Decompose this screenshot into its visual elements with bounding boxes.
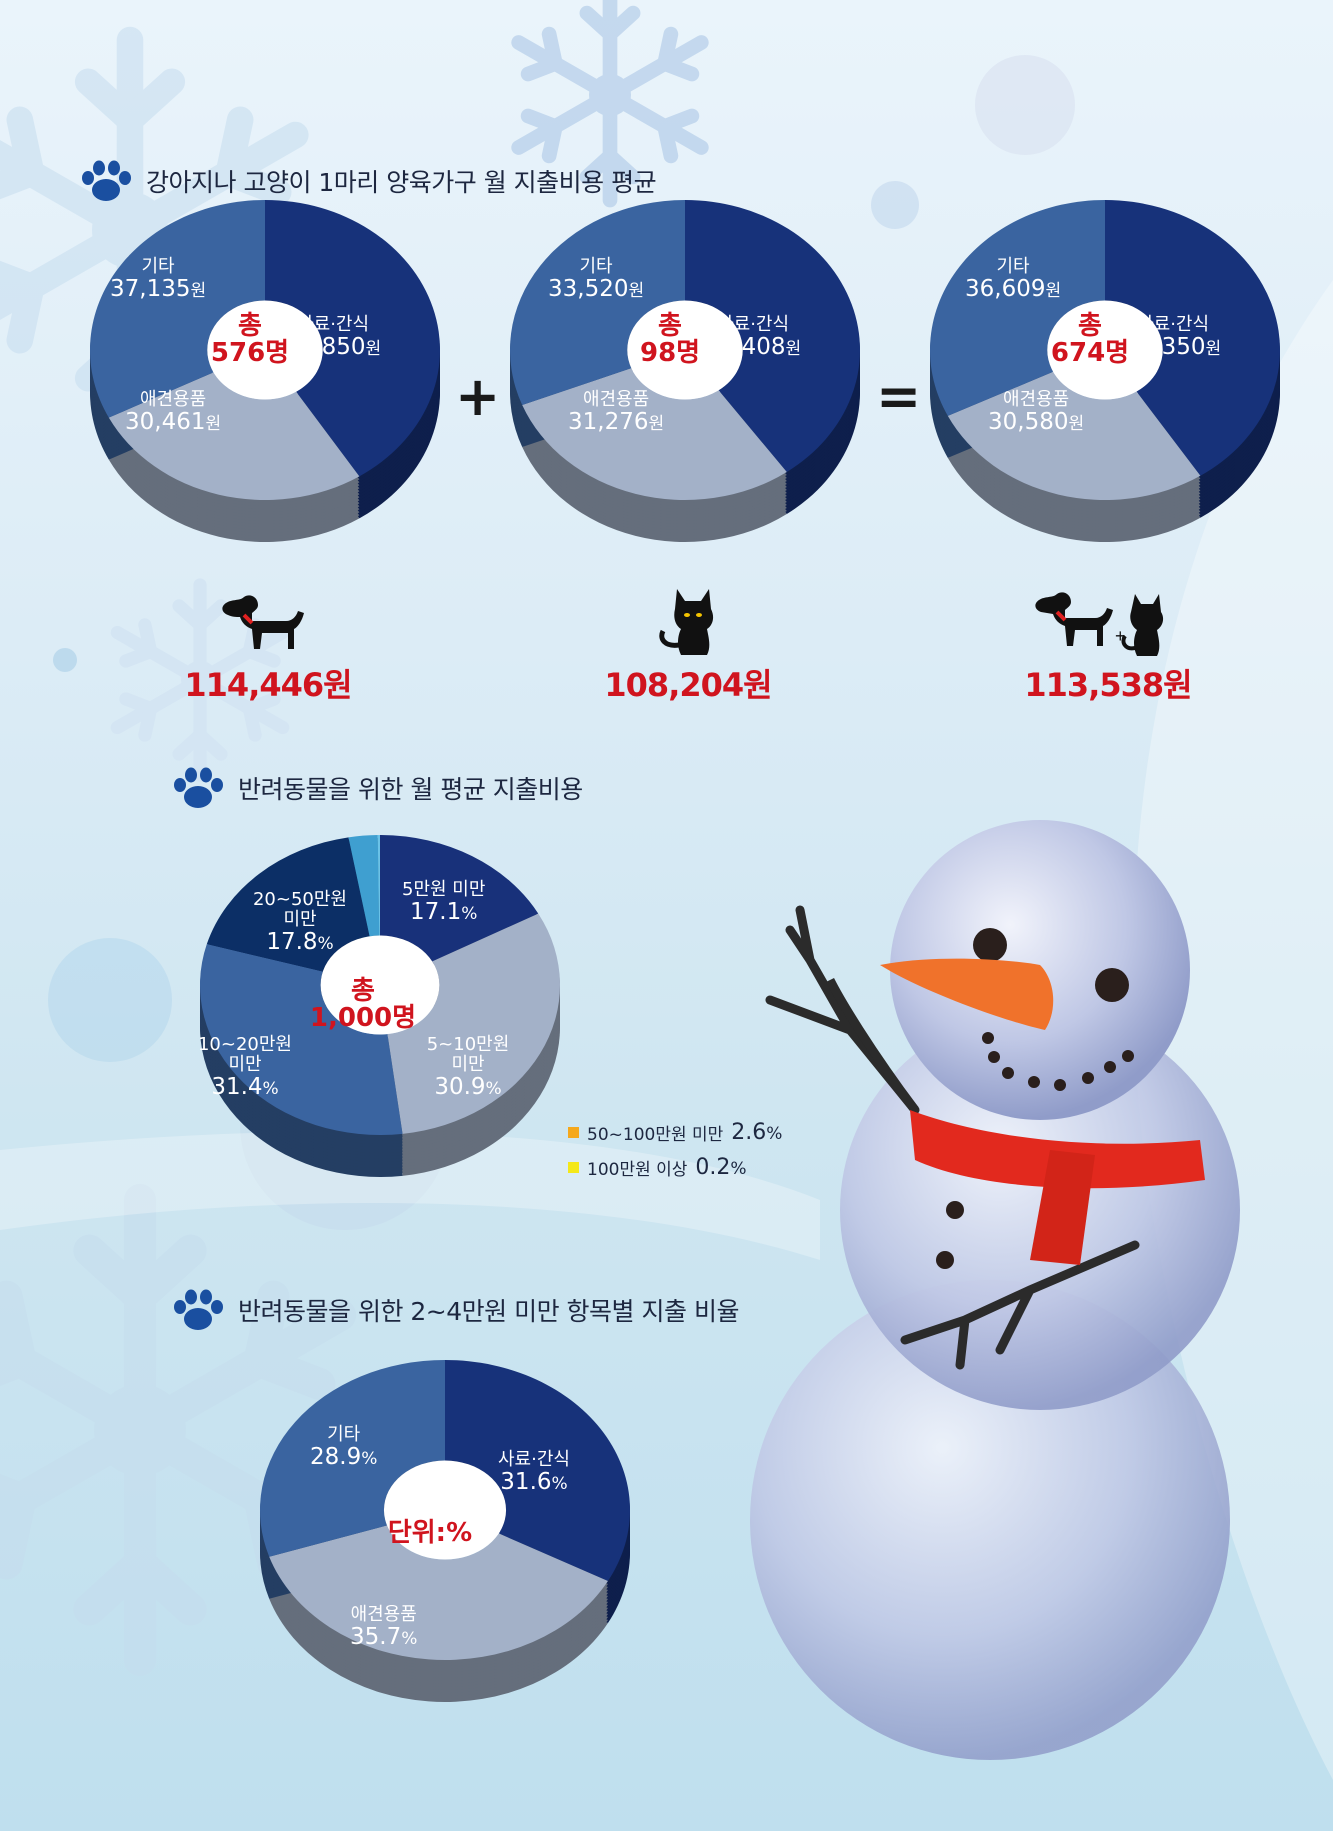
donut-slice — [269, 1525, 608, 1660]
label-supplies: 애견용품 35.7% — [350, 1604, 418, 1651]
cat-total-amount: 108,204원 — [604, 666, 772, 704]
donut-slice — [445, 1360, 630, 1582]
donut-slice — [377, 835, 380, 936]
donut-chart-item-ratio: 기타 28.9% 사료·간식 31.6% 애견용품 35.7% 단위:% — [250, 1355, 640, 1755]
donut-slice — [89, 200, 265, 418]
label-5-10: 5~10만원 미만 30.9% — [426, 1034, 510, 1101]
dog-and-cat-icon: + — [1035, 592, 1164, 656]
donut-slice — [199, 944, 403, 1135]
donut-chart-dog: 기타 37,135원 사료·간식 46,850원 애견용품 30,461원 총 … — [80, 195, 450, 585]
donut-slice — [947, 371, 1201, 500]
donut-slice — [387, 913, 560, 1134]
donut-chart-monthly-spending: 5만원 미만 17.1% 5~10만원 미만 30.9% 10~20만원 미만 … — [190, 830, 570, 1230]
donut-slice — [509, 200, 685, 406]
donut-slice — [522, 368, 787, 500]
donut-hole — [1047, 300, 1163, 400]
section-title-species: 강아지나 고양이 1마리 양육가구 월 지출비용 평균 — [78, 158, 657, 204]
donut-hole — [383, 1460, 507, 1560]
donut-hole — [207, 300, 323, 400]
donut-center-label: 총 98명 — [640, 311, 701, 369]
equals-operator: = — [876, 365, 922, 428]
label-other: 기타 36,609원 — [965, 256, 1062, 303]
legend-swatch — [568, 1127, 579, 1138]
donut-slice — [108, 372, 360, 500]
label-10-20: 10~20만원 미만 31.4% — [197, 1034, 292, 1101]
donut-hole — [320, 935, 440, 1035]
label-feed: 사료·간식 46,850원 — [285, 314, 382, 361]
donut-center-label: 총 1,000명 — [309, 976, 417, 1034]
label-other: 기타 33,520원 — [548, 256, 645, 303]
donut-slice — [348, 835, 380, 937]
legend-swatch — [568, 1162, 579, 1173]
dog-icon — [222, 595, 304, 649]
legend-item: 50~100만원 미만 2.6% — [568, 1120, 782, 1145]
paw-icon — [174, 1289, 223, 1330]
section-title-item-ratio: 반려동물을 위한 2~4만원 미만 항목별 지출 비율 — [170, 1287, 739, 1333]
all-total-amount: 113,538원 — [1024, 666, 1192, 704]
paw-icon — [174, 767, 223, 808]
donut-center-label: 총 576명 — [210, 311, 290, 369]
legend-item: 100만원 이상 0.2% — [568, 1155, 782, 1180]
label-supplies: 애견용품 30,580원 — [988, 389, 1085, 436]
section-title-text: 반려동물을 위한 월 평균 지출비용 — [238, 775, 583, 804]
chart-legend: 50~100만원 미만 2.6% 100만원 이상 0.2% — [568, 1120, 782, 1190]
section-title-monthly: 반려동물을 위한 월 평균 지출비용 — [170, 765, 583, 811]
donut-slice — [685, 200, 860, 472]
donut-chart-all: 기타 36,609원 사료·간식 46,350원 애견용품 30,580원 총 … — [920, 195, 1290, 585]
donut-slice — [929, 200, 1105, 416]
section-title-text: 강아지나 고양이 1마리 양육가구 월 지출비용 평균 — [146, 168, 657, 197]
label-feed: 사료·간식 31.6% — [498, 1449, 570, 1496]
label-supplies: 애견용품 30,461원 — [125, 389, 222, 436]
svg-text:+: + — [1115, 626, 1126, 646]
paw-icon — [82, 160, 131, 201]
label-feed: 사료·간식 46,350원 — [1125, 314, 1222, 361]
donut-center-label: 단위:% — [387, 1518, 473, 1548]
label-under-5: 5만원 미만 17.1% — [402, 879, 486, 926]
donut-slice — [380, 835, 539, 962]
label-other: 기타 28.9% — [310, 1424, 378, 1471]
donut-slice — [265, 200, 441, 477]
plus-operator: + — [455, 365, 501, 428]
donut-slice — [206, 837, 370, 972]
label-supplies: 애견용품 31,276원 — [568, 389, 665, 436]
cat-icon — [659, 589, 714, 655]
donut-slice — [1105, 200, 1280, 476]
section-title-text: 반려동물을 위한 2~4만원 미만 항목별 지출 비율 — [238, 1297, 739, 1326]
donut-center-label: 총 674명 — [1050, 311, 1130, 369]
label-feed: 사료·간식 43,408원 — [705, 314, 802, 361]
label-other: 기타 37,135원 — [110, 256, 207, 303]
donut-chart-cat: 기타 33,520원 사료·간식 43,408원 애견용품 31,276원 총 … — [500, 195, 870, 585]
donut-slice — [260, 1360, 445, 1557]
dog-total-amount: 114,446원 — [184, 666, 352, 704]
donut-hole — [627, 300, 743, 400]
label-20-50: 20~50만원 미만 17.8% — [252, 889, 347, 956]
